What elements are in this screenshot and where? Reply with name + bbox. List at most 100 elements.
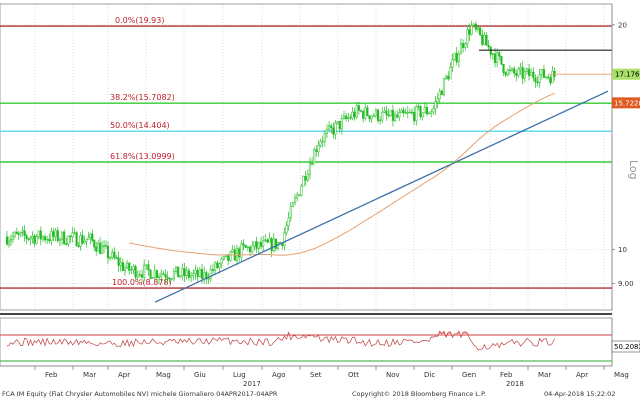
candle-body [472, 23, 475, 26]
candle-body [113, 251, 116, 258]
candle-body [56, 230, 59, 242]
fibonacci-label: 50.0%(14.404) [110, 121, 170, 130]
candle-body [470, 25, 473, 35]
candle-body [398, 112, 401, 118]
candle-body [521, 67, 524, 79]
candle-body [266, 239, 269, 243]
candle-body [89, 233, 92, 238]
candle-body [538, 74, 541, 83]
candle-body [83, 240, 86, 244]
candle-body [487, 45, 490, 48]
candle-body [406, 111, 409, 114]
candle-body [300, 185, 303, 196]
candle-body [334, 122, 337, 135]
candle-body [185, 270, 188, 276]
candle-body [272, 238, 275, 252]
candle-body [442, 78, 446, 96]
x-tick-label: Ago [272, 371, 286, 379]
candle-body [117, 257, 120, 266]
candle-body [379, 119, 382, 122]
candle-body [285, 225, 288, 234]
candle-body [294, 197, 297, 204]
candle-body [500, 55, 503, 65]
candle-body [408, 111, 411, 114]
candle-body [153, 270, 156, 278]
x-tick-label: Lug [233, 371, 246, 379]
candle-body [508, 69, 511, 71]
candle-body [126, 262, 129, 269]
candle-body [347, 117, 350, 120]
candle-body [436, 98, 439, 102]
candle-body [103, 245, 106, 247]
candle-body [164, 274, 167, 278]
candle-body [17, 233, 20, 235]
candle-body [270, 238, 273, 252]
candle-body [506, 69, 509, 76]
last-price-tag: 17.176 [612, 68, 640, 80]
fibonacci-label: 38.2%(15.7082) [110, 93, 175, 102]
candle-body [71, 232, 74, 238]
candle-body [31, 235, 34, 239]
rsi-panel [0, 317, 613, 367]
candle-body [104, 245, 108, 247]
candle-body [77, 245, 80, 247]
candle-body [39, 230, 42, 240]
candle-body [231, 249, 234, 253]
candle-body [298, 194, 301, 196]
candle-body [525, 68, 528, 72]
candle-body [246, 246, 249, 249]
candle-body [534, 77, 537, 83]
candle-body [48, 238, 51, 241]
candle-body [338, 121, 341, 130]
candle-body [79, 235, 82, 247]
x-tick-label: Mar [83, 371, 96, 379]
candle-body [27, 238, 30, 240]
candle-body [162, 273, 165, 275]
candle-body [21, 230, 24, 233]
candle-body [451, 59, 454, 68]
candle-body [11, 235, 14, 240]
candle-body [530, 71, 533, 76]
candle-body [353, 111, 356, 118]
candle-body [447, 75, 450, 80]
candle-body [374, 109, 377, 117]
candle-body [249, 246, 252, 253]
price-panel [0, 3, 613, 311]
candle-body [220, 258, 223, 265]
candle-body [319, 141, 322, 146]
rsi-value-tag: 50.2083 [611, 340, 640, 353]
candle-body [483, 34, 486, 45]
candle-body [87, 237, 90, 240]
candle-body [302, 176, 305, 187]
candle-body [168, 278, 171, 280]
candle-body [13, 231, 16, 237]
candle-body [128, 262, 131, 271]
candle-body [413, 112, 416, 122]
candle-body [183, 268, 186, 276]
candle-body [177, 266, 180, 278]
candle-body [349, 117, 352, 119]
candle-body [155, 270, 158, 278]
candle-body [200, 269, 204, 279]
x-tick-label: Set [310, 371, 322, 379]
fibonacci-label: 100.0%(8.878) [112, 278, 172, 287]
candle-body [192, 272, 195, 276]
candle-body [515, 73, 518, 76]
candle-body [362, 111, 365, 119]
candle-body [37, 230, 40, 237]
candle-body [216, 262, 219, 268]
candle-body [235, 248, 239, 261]
candle-body [132, 266, 135, 270]
candle-body [498, 52, 501, 57]
candle-body [304, 176, 307, 181]
candle-body [355, 105, 358, 118]
candle-body [81, 235, 84, 244]
candle-body [311, 163, 314, 165]
candle-body [264, 239, 267, 242]
x-tick-label: Nov [386, 371, 400, 379]
candle-body [181, 268, 184, 276]
candle-body [253, 241, 256, 247]
candle-body [19, 232, 22, 235]
candle-body [46, 238, 49, 241]
